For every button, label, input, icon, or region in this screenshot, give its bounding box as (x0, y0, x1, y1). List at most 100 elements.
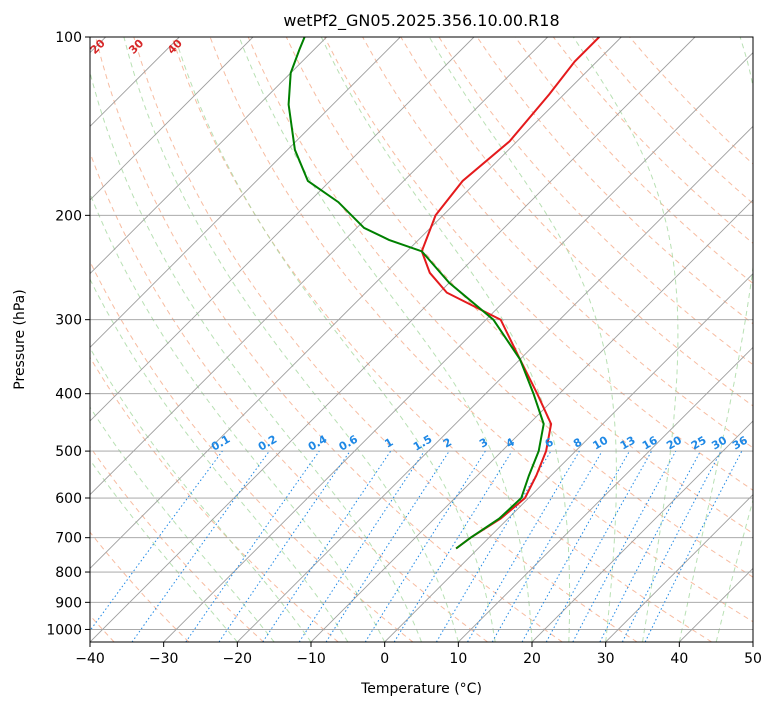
mixing-ratio-line (393, 450, 513, 642)
isotherm (90, 37, 696, 642)
dry-adiabat (90, 260, 414, 642)
dry-adiabat (591, 37, 753, 205)
moist-adiabat (320, 37, 571, 642)
moist-adiabat (715, 497, 753, 642)
mixing-ratio-label: 1 (382, 436, 395, 451)
x-axis: −40 −30 −20 −10 0 10 20 30 40 50 (75, 642, 762, 667)
mixing-ratio-label: 3 (477, 436, 490, 451)
moist-adiabat (90, 192, 386, 642)
dry-adiabat-label: 30 (126, 36, 146, 56)
x-tick-label: −20 (223, 651, 253, 667)
x-tick-label: −40 (75, 651, 105, 667)
moist-adiabat (90, 278, 349, 642)
isotherm (90, 37, 622, 569)
moist-adiabat (238, 37, 533, 642)
mixing-ratio-label: 20 (664, 433, 684, 452)
mixing-ratio-line (131, 450, 270, 642)
mixing-ratio-line (364, 450, 486, 642)
x-tick-label: 50 (744, 651, 762, 667)
mixing-ratio-label: 0.2 (256, 433, 279, 454)
dry-adiabat (95, 37, 563, 642)
mixing-ratio-label: 8 (571, 436, 584, 451)
isotherm (237, 125, 753, 642)
moist-adiabat (90, 406, 275, 642)
isotherm (90, 37, 401, 348)
mixing-ratio-line (572, 450, 677, 642)
isotherm (458, 346, 753, 642)
x-tick-label: 0 (380, 651, 389, 667)
dry-adiabat (90, 445, 264, 642)
mixing-ratio-line (262, 450, 392, 642)
dry-adiabat (133, 37, 638, 642)
background-lines (90, 37, 753, 642)
y-axis: 100 200 300 400 500 600 700 800 900 1000 (46, 30, 90, 638)
mixing-ratio-label: 0.4 (306, 432, 330, 453)
y-tick-label: 100 (55, 30, 82, 46)
dry-adiabat (90, 356, 339, 642)
mixing-ratio-line (218, 450, 351, 642)
isotherm (310, 199, 753, 642)
y-tick-label: 600 (55, 491, 82, 507)
isotherm (531, 420, 753, 642)
x-axis-label: Temperature (°C) (360, 681, 482, 697)
isotherm (90, 37, 327, 275)
temperature-line (420, 37, 600, 550)
dry-adiabat (514, 37, 753, 285)
x-tick-label: 30 (597, 651, 615, 667)
mixing-ratio-line (325, 450, 450, 642)
mixing-ratio-label: 10 (591, 433, 611, 452)
x-tick-label: 20 (523, 651, 541, 667)
y-tick-label: 400 (55, 387, 82, 403)
mixing-ratio-line (467, 450, 580, 642)
dry-adiabat (90, 531, 190, 642)
moist-adiabat (123, 37, 459, 642)
moist-adiabat (428, 37, 617, 642)
dry-adiabat-label: 20 (88, 36, 108, 56)
dry-adiabat (247, 37, 753, 578)
isotherm (90, 37, 475, 422)
x-tick-label: 10 (449, 651, 467, 667)
dry-adiabat (209, 37, 753, 623)
mixing-ratio-label: 1.5 (411, 433, 434, 454)
isotherm (163, 52, 753, 642)
chart-title: wetPf2_GN05.2025.356.10.00.R18 (283, 11, 559, 31)
y-tick-label: 500 (55, 444, 82, 460)
isotherm (679, 567, 753, 642)
isotherm (90, 37, 548, 496)
dry-adiabat (438, 37, 753, 366)
y-tick-label: 300 (55, 313, 82, 329)
isotherm (90, 37, 254, 201)
mixing-ratio-label: 16 (640, 433, 660, 452)
x-tick-label: −30 (149, 651, 179, 667)
data-series (287, 37, 600, 550)
dry-adiabat (400, 37, 753, 407)
dry-adiabat-label: 40 (165, 37, 185, 57)
mixing-ratio-line (521, 450, 630, 642)
mixing-ratio-line (90, 450, 223, 632)
moist-adiabat (90, 347, 312, 642)
moist-adiabat (174, 37, 496, 642)
mixing-ratio-line (644, 450, 743, 642)
mixing-ratio-label: 0.6 (337, 432, 361, 453)
mixing-ratio-label: 25 (689, 434, 709, 453)
isotherm (605, 494, 753, 642)
x-tick-label: 40 (670, 651, 688, 667)
dry-adiabat (90, 151, 488, 642)
y-axis-label: Pressure (hPa) (12, 289, 28, 389)
y-tick-label: 200 (55, 208, 82, 224)
y-tick-label: 800 (55, 565, 82, 581)
mixing-ratio-line (185, 450, 320, 642)
mixing-ratio-label: 30 (709, 433, 729, 452)
plot-frame (89, 36, 754, 643)
dry-adiabat (285, 37, 753, 534)
moist-adiabat (90, 70, 422, 642)
dry-adiabat (171, 37, 712, 642)
moist-adiabat (572, 37, 679, 642)
mixing-ratio-label: 13 (618, 434, 638, 453)
y-tick-label: 900 (55, 595, 82, 611)
isotherm (752, 641, 753, 642)
dry-adiabat (362, 37, 753, 449)
x-tick-label: −10 (296, 651, 326, 667)
